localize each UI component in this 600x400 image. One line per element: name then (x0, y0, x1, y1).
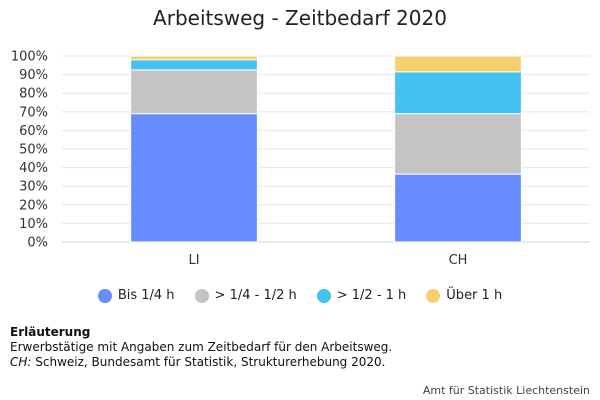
bar-segment (394, 113, 522, 175)
y-tick-label: 80% (19, 87, 48, 102)
y-tick-label: 40% (19, 161, 48, 176)
bar-segment (394, 173, 522, 243)
notes-line-2: CH: Schweiz, Bundesamt für Statistik, St… (10, 355, 392, 370)
y-tick-label: 10% (19, 217, 48, 232)
notes-source: Schweiz, Bundesamt für Statistik, Strukt… (31, 355, 386, 369)
y-tick-label: 0% (27, 236, 48, 251)
legend-item[interactable]: Über 1 h (426, 288, 502, 303)
stacked-bar-chart: 0% 10% 20% 30% 40% 50% 60% 70% 80% 90% 100% LI CH (11, 50, 590, 268)
credit-text: Amt für Statistik Liechtenstein (422, 384, 590, 397)
y-tick-label: 30% (19, 180, 48, 195)
notes-line-1: Erwerbstätige mit Angaben zum Zeitbedarf… (10, 340, 393, 354)
legend-swatch (194, 288, 209, 303)
bar-segment (394, 71, 522, 115)
legend-swatch (316, 288, 331, 303)
chart-notes: Erläuterung Erwerbstätige mit Angaben zu… (10, 325, 392, 370)
bar-segment (130, 113, 258, 243)
legend-label: Bis 1/4 h (117, 288, 175, 303)
y-tick-label: 60% (19, 124, 48, 139)
bar-segment (130, 59, 258, 71)
y-tick-label: 50% (19, 143, 48, 158)
y-tick-label: 90% (19, 68, 48, 83)
chart-legend: Bis 1/4 h > 1/4 - 1/2 h > 1/2 - 1 h Über 1 … (0, 288, 600, 303)
legend-label: Über 1 h (446, 288, 503, 303)
x-tick-label: LI (188, 253, 199, 268)
legend-label: > 1/2 - 1 h (336, 288, 407, 303)
legend-swatch (426, 288, 441, 303)
y-tick-label: 100% (11, 50, 48, 65)
legend-item[interactable]: > 1/2 - 1 h (316, 288, 407, 303)
y-tick-label: 70% (19, 105, 48, 120)
chart-title: Arbeitsweg - Zeitbedarf 2020 (153, 6, 447, 30)
x-tick-label: CH (449, 253, 468, 268)
legend-item[interactable]: Bis 1/4 h (97, 288, 175, 303)
legend-item[interactable]: > 1/4 - 1/2 h (194, 288, 297, 303)
bar-segment (130, 55, 258, 61)
notes-heading: Erläuterung (10, 325, 91, 339)
legend-label: > 1/4 - 1/2 h (214, 288, 297, 303)
bar-segment (130, 69, 258, 115)
legend-swatch (97, 288, 112, 303)
notes-abbr: CH: (10, 355, 32, 369)
y-tick-label: 20% (19, 198, 48, 213)
bar-segment (394, 55, 522, 73)
